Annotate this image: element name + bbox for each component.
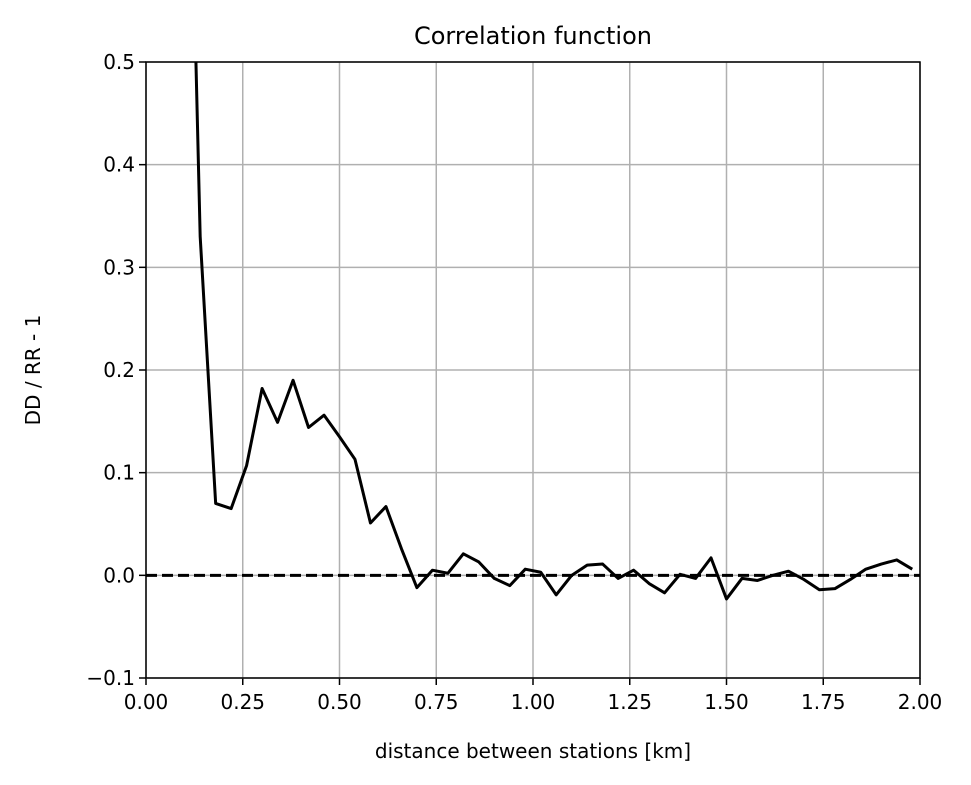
x-tick-label: 1.25 xyxy=(607,690,652,714)
plot-frame xyxy=(145,61,921,679)
x-tick-label: 1.75 xyxy=(801,690,846,714)
chart-title: Correlation function xyxy=(414,22,652,50)
y-tick-label: 0.4 xyxy=(103,153,135,177)
x-tick-label: 0.50 xyxy=(317,690,362,714)
x-tick-label: 2.00 xyxy=(898,690,943,714)
y-tick-label: 0.5 xyxy=(103,50,135,74)
x-axis-label: distance between stations [km] xyxy=(375,739,691,763)
x-tick-label: 0.25 xyxy=(220,690,265,714)
x-tick-label: 0.75 xyxy=(414,690,459,714)
y-tick-label: 0.3 xyxy=(103,255,135,279)
x-tick-label: 1.50 xyxy=(704,690,749,714)
y-tick-label: 0.1 xyxy=(103,461,135,485)
x-tick-label: 0.00 xyxy=(124,690,169,714)
y-tick-label: 0.2 xyxy=(103,358,135,382)
x-tick-label: 1.00 xyxy=(511,690,556,714)
data-line xyxy=(194,62,914,601)
y-tick-label: −0.1 xyxy=(86,666,135,690)
y-tick-label: 0.0 xyxy=(103,563,135,587)
y-axis-label: DD / RR - 1 xyxy=(21,315,45,426)
